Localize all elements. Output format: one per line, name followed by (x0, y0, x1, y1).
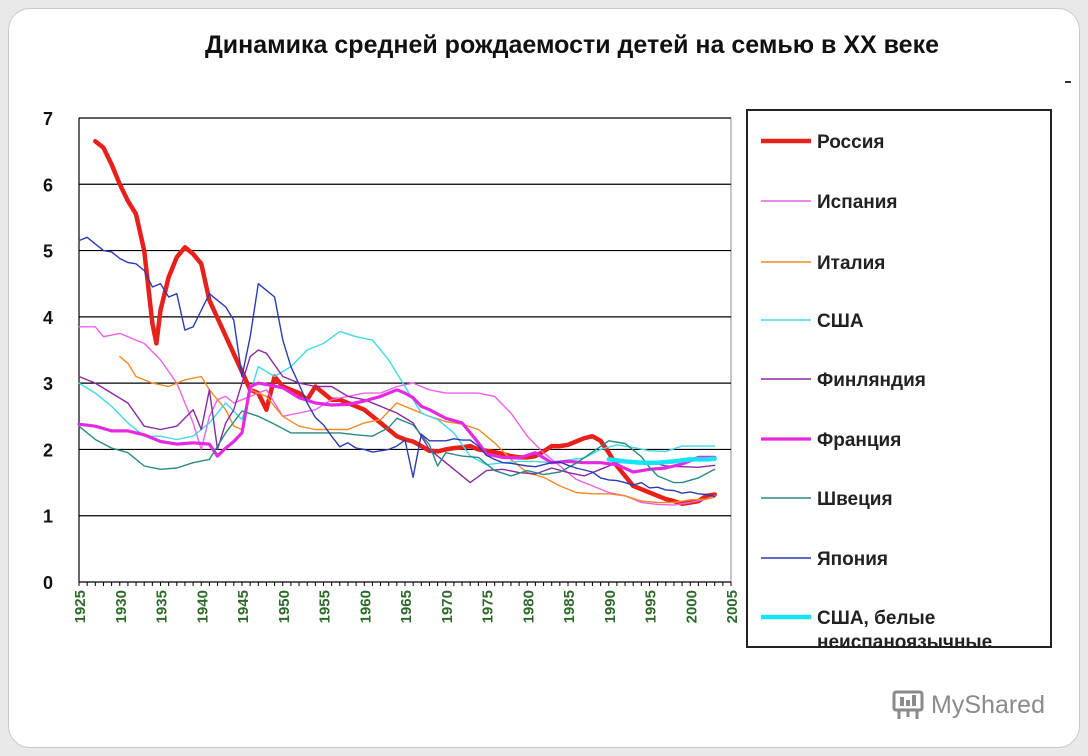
series-line (78, 326, 716, 506)
stray-mark (1065, 81, 1071, 83)
x-tick-label: 1945 (235, 590, 252, 623)
x-tick-label: 1985 (561, 590, 578, 623)
series-line (78, 410, 716, 484)
series-lines (77, 138, 717, 507)
x-tick-label: 1965 (398, 590, 415, 623)
page-title: Динамика средней рождаемости детей на се… (205, 31, 939, 59)
legend-label: Россия (817, 132, 884, 153)
line-chart: 0 1 2 3 4 5 6 7 1925 1930 1935 1940 1945 1950 1955 1960… (43, 109, 1052, 653)
presentation-board-icon (892, 690, 924, 719)
legend-label: Швеция (817, 489, 893, 510)
x-tick-label: 1950 (276, 590, 293, 623)
x-tick-label: 1980 (520, 590, 537, 623)
legend-label: Франция (817, 430, 901, 451)
x-tick-label: 1975 (480, 590, 497, 623)
y-tick-label: 1 (43, 507, 53, 527)
x-tick-label: 1935 (154, 590, 171, 623)
legend-label: США, белые неиспаноязычные (817, 608, 992, 653)
y-tick-label: 7 (43, 109, 53, 129)
legend-label: Япония (817, 549, 888, 570)
legend-label: Финляндия (817, 370, 926, 391)
series-line (78, 330, 716, 466)
y-tick-label: 4 (43, 308, 53, 328)
legend-label: Испания (817, 192, 898, 213)
x-tick-label: 1990 (602, 590, 619, 623)
slide-frame: Динамика средней рождаемости детей на се… (8, 8, 1080, 748)
x-tick-label: 1930 (113, 590, 130, 623)
x-tick-label: 1960 (357, 590, 374, 623)
x-tick-label: 1955 (317, 590, 334, 623)
y-tick-label: 3 (43, 374, 53, 394)
watermark-text: MyShared (931, 690, 1045, 719)
y-tick-label: 6 (43, 175, 53, 195)
x-tick-label: 2000 (683, 590, 700, 623)
x-tick-label: 1995 (643, 590, 660, 623)
watermark: MyShared (891, 689, 1045, 721)
legend: Россия Испания Италия США Финляндия Франция Шв… (746, 109, 1052, 653)
chart-area: 0 1 2 3 4 5 6 7 1925 1930 1935 1940 1945 1950 1955 1960… (25, 85, 1079, 671)
x-tick-label: 1940 (194, 590, 211, 623)
y-tick-label: 2 (43, 440, 53, 460)
y-tick-label: 5 (43, 242, 53, 262)
plot-frame (78, 117, 732, 583)
grid-lines (78, 117, 732, 583)
axes: 0 1 2 3 4 5 6 7 1925 1930 1935 1940 1945 1950 1955 1960… (43, 109, 741, 623)
y-tick-label: 0 (43, 573, 53, 593)
legend-label: США (817, 311, 864, 332)
x-tick-label: 1970 (439, 590, 456, 623)
series-line (78, 236, 716, 498)
x-tick-label: 2005 (724, 590, 741, 623)
series-line (606, 456, 717, 465)
legend-label: Италия (817, 253, 885, 274)
x-tick-label: 1925 (72, 590, 89, 623)
series-line (77, 381, 717, 474)
